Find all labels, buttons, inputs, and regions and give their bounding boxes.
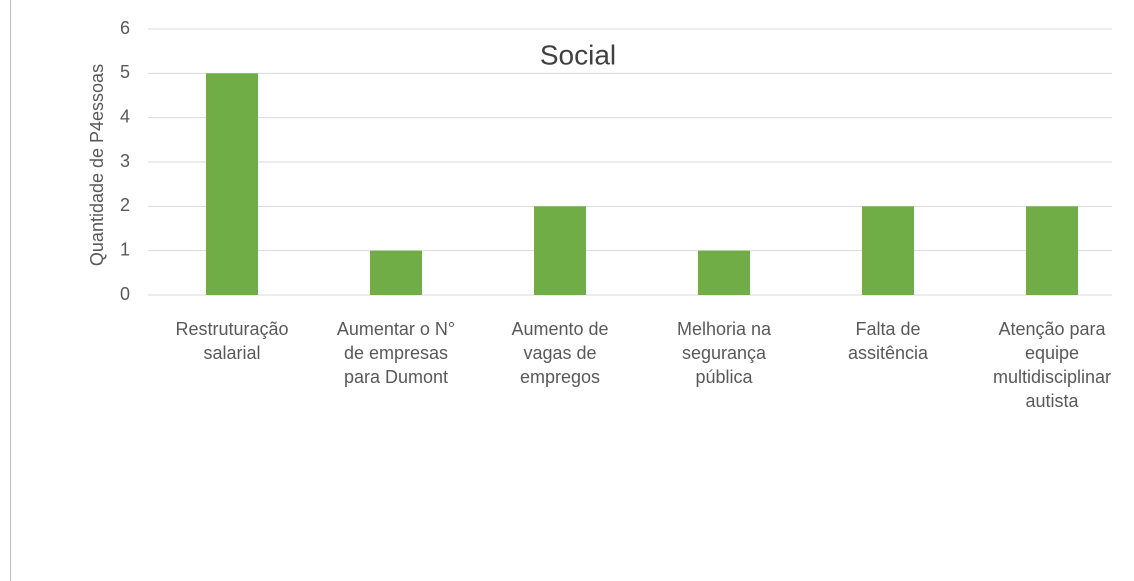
bar bbox=[534, 206, 586, 295]
y-tick-label: 2 bbox=[120, 195, 130, 215]
x-tick-label: Aumentar o N° de empresas para Dumont bbox=[337, 319, 455, 387]
y-tick-label: 6 bbox=[120, 18, 130, 38]
y-tick-label: 0 bbox=[120, 284, 130, 304]
x-tick-label: Falta de assitência bbox=[848, 319, 929, 363]
bar bbox=[1026, 206, 1078, 295]
y-tick-label: 4 bbox=[120, 106, 130, 126]
bar bbox=[370, 250, 422, 295]
chart-title: Social bbox=[540, 39, 616, 70]
bar bbox=[206, 73, 258, 295]
y-tick-label: 1 bbox=[120, 239, 130, 259]
y-tick-label: 5 bbox=[120, 62, 130, 82]
x-tick-label: Restruturação salarial bbox=[175, 319, 288, 363]
x-tick-label: Melhoria na segurança pública bbox=[677, 319, 772, 387]
x-tick-label: Atenção para equipe multidisciplinar autist… bbox=[993, 319, 1111, 411]
y-axis-label: Quantidade de P4essoas bbox=[87, 64, 107, 266]
bar bbox=[698, 250, 750, 295]
x-tick-label: Aumento de vagas de empregos bbox=[511, 319, 608, 387]
y-tick-label: 3 bbox=[120, 151, 130, 171]
bar bbox=[862, 206, 914, 295]
